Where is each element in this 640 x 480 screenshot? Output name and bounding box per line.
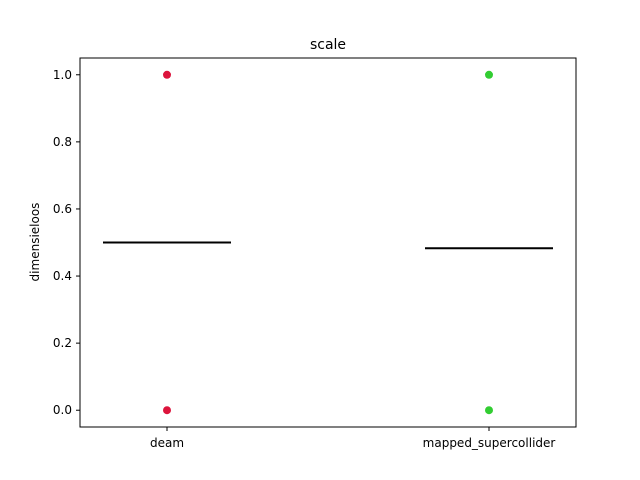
- y-tick-label: 0.4: [53, 269, 72, 283]
- chart-title: scale: [310, 37, 346, 53]
- y-tick-label: 0.8: [53, 135, 72, 149]
- y-tick-label: 0.6: [53, 202, 72, 216]
- data-point: [163, 70, 171, 79]
- data-point: [485, 406, 493, 415]
- y-tick-label: 0.2: [53, 336, 72, 350]
- plot-frame: [79, 57, 577, 428]
- plot-area: 0.0 0.2 0.4 0.6 0.8 1.0 deam mapped_supercollid…: [53, 68, 555, 450]
- y-tick-label: 0.0: [53, 403, 72, 417]
- y-axis-label: dimensieloos: [28, 203, 42, 282]
- x-tick-label: deam: [150, 436, 184, 450]
- data-point: [485, 70, 493, 79]
- x-tick-label: mapped_supercollider: [423, 436, 556, 450]
- y-tick-label: 1.0: [53, 68, 72, 82]
- data-point: [163, 406, 171, 415]
